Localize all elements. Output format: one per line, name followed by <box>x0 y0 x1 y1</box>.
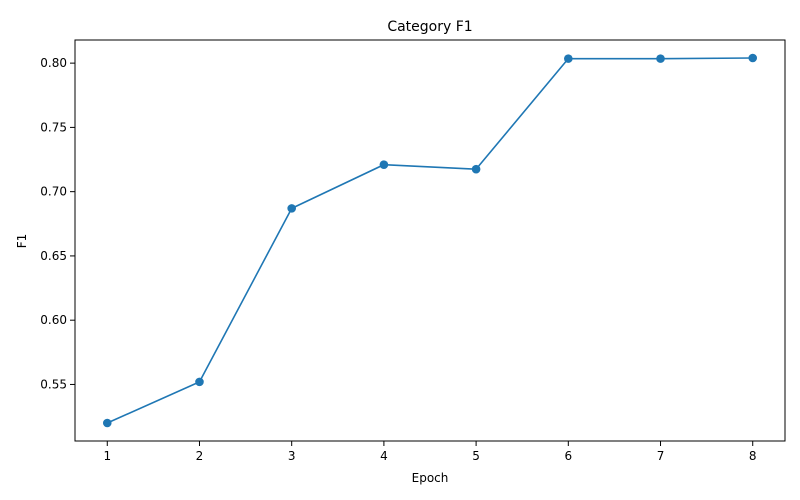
x-tick-label: 4 <box>380 449 388 463</box>
x-tick-label: 7 <box>657 449 665 463</box>
x-tick-label: 1 <box>103 449 111 463</box>
y-tick-label: 0.75 <box>40 120 67 134</box>
y-axis-ticks: 0.55 0.60 0.65 0.70 0.75 0.80 <box>40 56 75 391</box>
y-tick-label: 0.70 <box>40 185 67 199</box>
plot-frame <box>74 39 786 442</box>
y-tick-label: 0.80 <box>40 56 67 70</box>
x-tick-label: 6 <box>564 449 572 463</box>
y-tick-label: 0.55 <box>40 377 67 391</box>
x-tick-label: 3 <box>288 449 296 463</box>
data-point <box>379 160 389 169</box>
x-tick-label: 5 <box>472 449 480 463</box>
chart-title: Category F1 <box>387 19 472 35</box>
data-point <box>564 54 573 63</box>
series-line <box>106 57 754 424</box>
series-layer <box>102 53 758 428</box>
x-axis-ticks: 1 2 3 4 5 6 7 8 <box>103 441 757 463</box>
y-tick-label: 0.65 <box>40 249 67 263</box>
data-point <box>656 54 665 63</box>
x-tick-label: 2 <box>196 449 204 463</box>
x-axis-label: Epoch <box>412 471 449 485</box>
y-tick-label: 0.60 <box>40 313 67 327</box>
data-point <box>287 204 296 213</box>
data-point <box>471 164 481 174</box>
x-tick-label: 8 <box>749 449 757 463</box>
data-point <box>748 53 758 63</box>
y-axis-label: F1 <box>15 234 29 249</box>
data-point <box>195 377 204 387</box>
data-point <box>102 418 112 428</box>
